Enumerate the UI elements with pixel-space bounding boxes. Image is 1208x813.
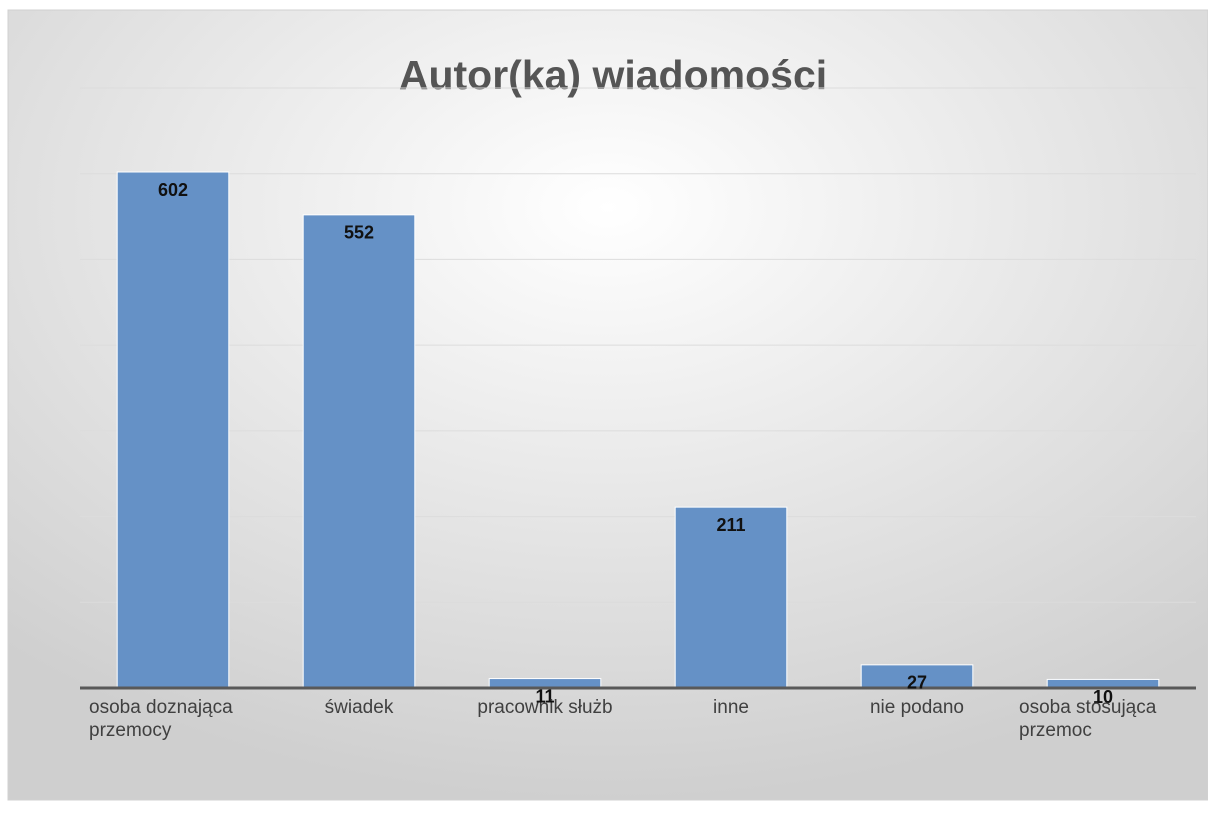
bar [302, 214, 416, 689]
bar [674, 506, 788, 689]
x-tick-label: nie podano [869, 697, 965, 718]
data-label: 552 [344, 223, 374, 243]
data-label: 211 [716, 515, 745, 535]
data-label: 10 [1093, 687, 1113, 707]
x-tick-label-box: inne [638, 696, 824, 719]
x-tick-label: świadek [324, 697, 394, 718]
x-tick-label: osoba doznająca przemocy [89, 697, 233, 741]
x-tick-label-box: nie podano [824, 696, 1010, 719]
x-tick-label: pracownik służb [477, 697, 613, 718]
x-tick-label-box: świadek [266, 696, 452, 719]
x-tick-label-box: pracownik służb [452, 696, 638, 719]
chart-title: Autor(ka) wiadomości [399, 52, 827, 98]
bar [116, 171, 230, 689]
x-tick-label: osoba stosująca przemoc [1019, 697, 1157, 741]
data-label: 11 [535, 686, 554, 706]
x-tick-label: inne [713, 697, 749, 718]
data-label: 27 [907, 673, 927, 693]
x-tick-label-box: osoba stosująca przemoc [1010, 696, 1196, 742]
data-label: 602 [158, 180, 188, 200]
x-tick-label-box: osoba doznająca przemocy [80, 696, 266, 742]
